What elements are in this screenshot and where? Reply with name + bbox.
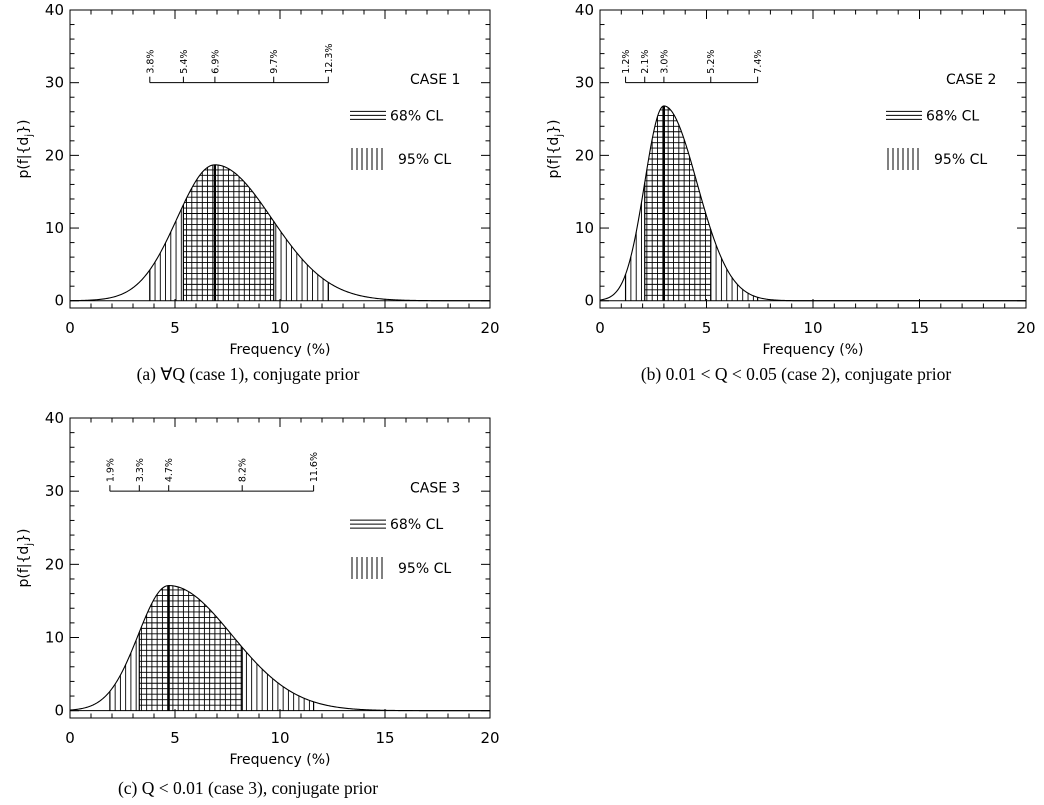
bracket-label: 3.0% — [659, 50, 670, 74]
x-tick-label: 10 — [270, 319, 289, 337]
y-axis-label-main: p(f|{d — [16, 137, 32, 179]
bracket-label: 11.6% — [309, 452, 320, 482]
bracket-label: 1.9% — [105, 458, 116, 482]
x-tick-label: 5 — [170, 319, 180, 337]
x-tick-label: 20 — [1016, 319, 1035, 337]
x-tick-label: 0 — [65, 729, 75, 747]
y-tick-label: 10 — [45, 219, 64, 237]
panel-case-1: 0 10 20 30 40 0 5 10 15 20 Frequency (%) p(f|{dj}) 3… — [16, 1, 500, 384]
y-tick-label: 20 — [45, 555, 64, 573]
x-tick-label: 0 — [65, 319, 75, 337]
bracket-label: 7.4% — [753, 50, 764, 74]
bracket-label: 5.4% — [179, 50, 190, 74]
x-tick-label: 20 — [480, 319, 499, 337]
y-tick-label: 30 — [45, 482, 64, 500]
x-tick-label: 15 — [910, 319, 929, 337]
legend-68-label: 68% CL — [926, 108, 979, 124]
x-axis-label: Frequency (%) — [229, 342, 330, 358]
y-axis-label-sub: j — [554, 134, 565, 138]
y-axis-label-sub: j — [24, 134, 35, 138]
x-tick-label: 5 — [702, 319, 712, 337]
y-axis-label-end: }) — [16, 529, 32, 543]
legend-95-label: 95% CL — [398, 561, 451, 577]
x-tick-label: 15 — [375, 729, 394, 747]
bracket-label: 5.2% — [706, 50, 717, 74]
panel-case-3: 0 10 20 30 40 0 5 10 15 20 Frequency (%) p(f|{dj}) 1… — [16, 409, 500, 798]
y-tick-label: 30 — [575, 74, 594, 92]
y-tick-label: 20 — [575, 146, 594, 164]
panel-caption: (c) Q < 0.01 (case 3), conjugate prior — [118, 778, 378, 798]
x-tick-label: 15 — [375, 319, 394, 337]
bracket-label: 12.3% — [324, 43, 335, 73]
panel-caption: (b) 0.01 < Q < 0.05 (case 2), conjugate … — [641, 364, 952, 384]
y-axis-label: p(f|{dj}) — [16, 529, 35, 588]
legend-68-swatch — [886, 110, 922, 120]
y-tick-label: 0 — [54, 292, 64, 310]
legend-68-swatch — [350, 519, 386, 529]
legend-95-swatch — [351, 557, 383, 579]
bracket-label: 9.7% — [269, 50, 280, 74]
bracket-label: 2.1% — [640, 50, 651, 74]
y-tick-label: 40 — [45, 409, 64, 427]
legend-95-label: 95% CL — [398, 152, 451, 168]
x-tick-label: 0 — [595, 319, 605, 337]
ci95-shading — [109, 585, 310, 711]
density-curve — [599, 105, 1026, 302]
ci68-shading — [644, 109, 711, 296]
x-tick-label: 20 — [480, 729, 499, 747]
bracket-label: 6.9% — [210, 50, 221, 74]
bracket-label: 1.2% — [621, 50, 632, 74]
y-tick-label: 40 — [575, 1, 594, 19]
legend-68-label: 68% CL — [390, 517, 443, 533]
bracket-label: 8.2% — [238, 458, 249, 482]
panel-case-2: 0 10 20 30 40 0 5 10 15 20 Frequency (%) p(f|{dj}) 1… — [546, 1, 1036, 384]
x-tick-label: 10 — [270, 729, 289, 747]
legend-68-swatch — [350, 110, 386, 120]
x-axis-label: Frequency (%) — [229, 752, 330, 768]
ci95-shading — [149, 165, 329, 301]
y-tick-label: 0 — [54, 702, 64, 720]
bracket-label: 4.7% — [164, 458, 175, 482]
y-tick-label: 10 — [575, 219, 594, 237]
y-tick-label: 0 — [584, 292, 594, 310]
ci68-shading — [183, 169, 274, 296]
case-label: CASE 2 — [946, 72, 996, 88]
y-axis-label-main: p(f|{d — [546, 137, 562, 179]
x-tick-label: 5 — [170, 729, 180, 747]
y-tick-label: 30 — [45, 74, 64, 92]
x-axis-label: Frequency (%) — [762, 342, 863, 358]
y-axis-label-main: p(f|{d — [16, 546, 32, 588]
density-curve — [69, 585, 490, 712]
y-axis-label: p(f|{dj}) — [546, 120, 565, 179]
bracket-label: 3.3% — [135, 458, 146, 482]
y-tick-label: 10 — [45, 629, 64, 647]
legend-95-swatch — [351, 148, 383, 170]
case-label: CASE 1 — [410, 72, 460, 88]
legend-95-swatch — [887, 148, 919, 170]
y-tick-label: 40 — [45, 1, 64, 19]
legend-95-label: 95% CL — [934, 152, 987, 168]
legend-68-label: 68% CL — [390, 108, 443, 124]
y-axis-label-sub: j — [24, 543, 35, 547]
panel-caption: (a) ∀Q (case 1), conjugate prior — [137, 364, 360, 384]
y-axis-label-end: }) — [546, 120, 562, 134]
bracket-label: 3.8% — [145, 50, 156, 74]
y-axis-label: p(f|{dj}) — [16, 120, 35, 179]
y-tick-label: 20 — [45, 146, 64, 164]
y-axis-label-end: }) — [16, 120, 32, 134]
case-label: CASE 3 — [410, 481, 460, 497]
x-tick-label: 10 — [803, 319, 822, 337]
density-curve — [69, 164, 490, 302]
ci68-shading — [139, 589, 243, 706]
